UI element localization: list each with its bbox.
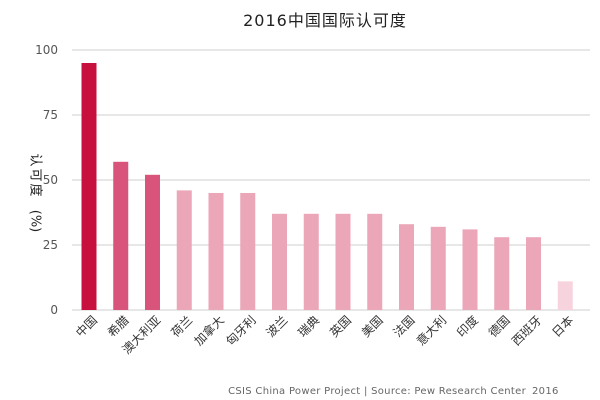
x-tick-label: 印度 [453,312,481,340]
x-tick-label: 希腊 [104,312,132,340]
y-tick-label: 50 [43,173,58,187]
bar [113,161,129,310]
bar [335,213,351,310]
bar [240,193,256,310]
y-axis-unit: (%) [28,210,43,233]
x-tick-label: 中国 [72,312,100,340]
bar [303,213,319,310]
x-tick-label: 加拿大 [191,312,227,348]
bars [81,63,573,310]
bar [494,237,510,310]
chart-title: 2016中国国际认可度 [243,11,407,30]
bar [526,237,541,310]
y-tick-label: 75 [43,108,58,122]
y-axis-label-char: 可 [28,168,43,181]
bar [81,63,97,310]
y-tick-label: 25 [43,238,58,252]
source-year: 2016 [532,386,559,397]
x-tick-label: 意大利 [413,312,449,348]
source-note: CSIS China Power Project | Source: Pew R… [228,386,526,397]
y-axis-ticks: 0 25 50 75 100 [35,43,58,317]
x-tick-label: 法国 [391,313,418,340]
bar [272,213,287,310]
bar [176,190,192,310]
y-axis-label-char: 认 [28,153,43,166]
bar [430,226,446,310]
bar [462,229,478,310]
x-tick-label: 德国 [485,312,513,340]
x-tick-label: 荷兰 [168,313,195,340]
x-tick-label: 波兰 [264,313,291,340]
x-tick-label: 西班牙 [509,313,544,348]
y-axis-label: 认可度 (%) [28,153,44,232]
bar [557,281,573,310]
bar [399,224,414,310]
y-tick-label: 0 [50,303,58,317]
bar [367,213,383,310]
x-tick-label: 美国 [359,313,386,340]
x-tick-label: 匈牙利 [223,313,258,348]
bar [145,174,160,310]
x-tick-label: 英国 [327,313,354,340]
x-tick-label: 日本 [549,313,576,340]
x-tick-label: 瑞典 [295,313,322,340]
y-axis-label-char: 度 [28,183,44,196]
bar [208,193,224,310]
y-tick-label: 100 [35,43,58,57]
